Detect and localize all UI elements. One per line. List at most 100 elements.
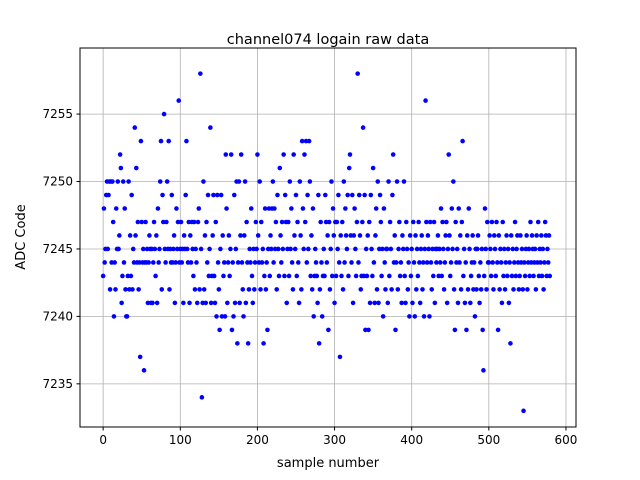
point (545, 260, 551, 265)
point (402, 273, 408, 279)
point (255, 233, 261, 238)
point (201, 287, 207, 292)
point (457, 260, 462, 265)
point (364, 273, 370, 279)
point (337, 354, 343, 360)
point (448, 260, 454, 265)
point (392, 233, 398, 238)
point (268, 233, 273, 238)
point (482, 206, 488, 211)
point (531, 273, 536, 279)
point (474, 287, 479, 292)
point (425, 233, 431, 238)
point (235, 341, 240, 346)
point (428, 260, 434, 265)
point (486, 260, 492, 265)
point (166, 138, 172, 144)
point (151, 219, 157, 225)
point (478, 287, 484, 292)
point (329, 179, 334, 184)
point (135, 219, 141, 225)
point (500, 219, 506, 225)
point (197, 287, 202, 292)
point (331, 233, 337, 238)
point (341, 179, 347, 184)
point (155, 206, 161, 211)
point (238, 233, 243, 238)
point (441, 287, 447, 292)
point (503, 260, 509, 265)
point (126, 179, 131, 184)
point (397, 273, 403, 279)
point (358, 287, 364, 292)
point (398, 260, 404, 265)
point (396, 246, 401, 252)
point (250, 300, 256, 306)
point (420, 260, 426, 265)
point (152, 246, 158, 252)
point (380, 246, 385, 252)
point (538, 233, 544, 238)
point (435, 233, 441, 238)
point (228, 152, 234, 157)
point (441, 246, 446, 252)
point (243, 300, 249, 306)
point (302, 152, 307, 157)
point (472, 314, 478, 319)
y-tick-label: 7235 (42, 377, 73, 391)
point (338, 233, 344, 238)
point (311, 314, 317, 319)
point (130, 287, 135, 292)
point (502, 287, 508, 292)
point (488, 273, 494, 279)
point (447, 273, 453, 279)
point (411, 260, 417, 265)
point (241, 314, 246, 319)
point (314, 273, 320, 279)
point (119, 300, 124, 306)
point (343, 233, 349, 238)
point (372, 300, 377, 306)
point (161, 111, 167, 117)
point (414, 246, 420, 252)
point (272, 206, 277, 211)
point (540, 246, 546, 252)
point (308, 273, 313, 279)
point (456, 206, 462, 211)
point (352, 206, 357, 211)
point (387, 273, 392, 279)
point (113, 206, 119, 211)
point (193, 246, 199, 252)
point (354, 219, 360, 225)
point (208, 300, 214, 306)
point (207, 246, 212, 252)
point (442, 260, 448, 265)
point (410, 300, 415, 306)
point (307, 179, 313, 184)
point (101, 206, 107, 211)
point (453, 219, 458, 225)
point (292, 233, 297, 238)
point (356, 260, 361, 265)
point (282, 273, 287, 279)
point (382, 260, 387, 265)
point (397, 219, 402, 225)
point (258, 287, 263, 292)
point (253, 219, 259, 225)
point (465, 287, 471, 292)
y-axis-label: ADC Code (14, 204, 29, 269)
point (100, 273, 106, 279)
point (379, 273, 384, 279)
point (300, 206, 306, 211)
point (203, 300, 209, 306)
point (169, 192, 175, 198)
point (112, 260, 118, 265)
point (524, 233, 529, 238)
point (194, 260, 199, 265)
x-axis-label: sample number (277, 456, 380, 471)
point (484, 287, 489, 292)
point (157, 246, 162, 252)
point (285, 219, 291, 225)
point (217, 327, 222, 333)
point (343, 206, 348, 211)
